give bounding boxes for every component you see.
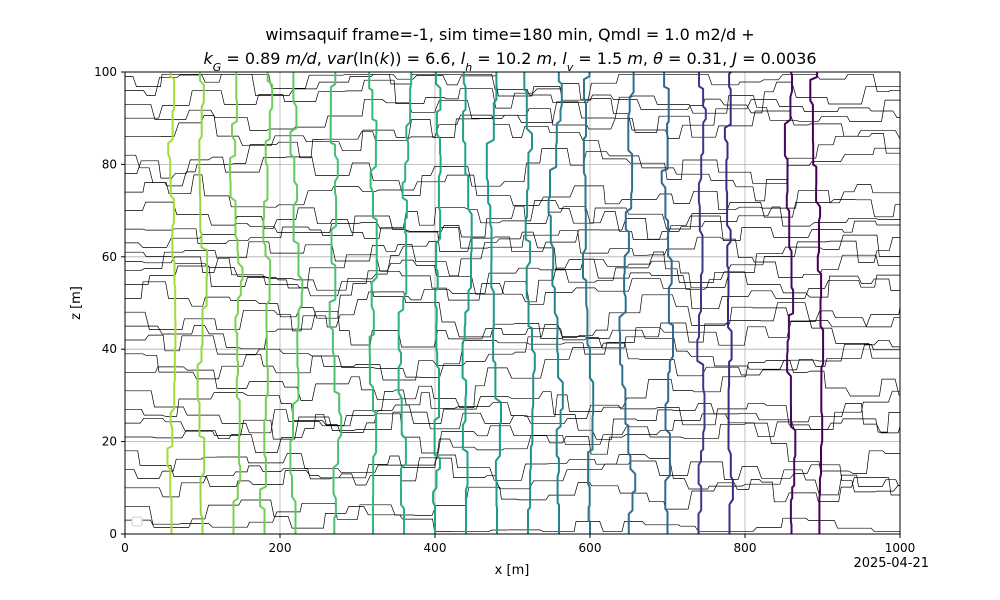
head-contour-line [723,71,734,534]
head-contour-line [660,72,674,534]
streamline [125,114,900,187]
streamline [125,403,901,455]
title-kg-value: = 0.89 [221,49,285,68]
streamline [125,422,900,487]
streamline [125,320,900,378]
y-tick-label: 0 [109,527,117,541]
head-contour-line [196,72,209,534]
x-tick-label: 1000 [885,541,916,555]
plot-background [125,72,900,534]
head-contour-line [547,72,564,534]
streamline [125,231,900,290]
y-tick-label: 80 [102,157,117,171]
head-contour-line [582,72,595,534]
head-contours-group [166,71,825,534]
y-axis-label: z [m] [69,286,84,320]
chart-title-line1: wimsaquif frame=-1, sim time=180 min, Qm… [265,25,754,44]
head-contour-line [485,72,502,534]
streamline [125,79,900,139]
title-kg-symbol: k [203,49,213,68]
date-stamp: 2025-04-21 [853,556,929,571]
streamline [125,324,900,381]
x-tick-label: 800 [734,541,757,555]
streamline [125,73,900,104]
streamline [125,306,900,350]
head-contour-line [696,72,707,534]
y-tick-label: 20 [102,435,117,449]
y-axis-ticks: 0 20 40 60 80 100 [94,65,125,541]
streamline [125,453,900,496]
plot-area [124,71,901,535]
streamline [125,259,900,319]
y-tick-label: 100 [94,65,117,79]
streamline [125,95,900,131]
head-contour-line [461,72,473,534]
streamline [125,339,900,408]
streamline [125,454,900,498]
head-contour-line [289,72,304,534]
head-contour-line [328,72,343,534]
head-contour-line [229,72,244,534]
head-contour-line [397,72,413,534]
title-kg-subscript: G [213,61,222,74]
streamline [125,477,900,528]
streamline [125,205,900,244]
streamline [125,147,900,202]
head-contour-line [523,72,536,534]
x-axis-ticks: 0 200 400 600 800 1000 [121,534,915,555]
streamline [125,199,900,239]
y-tick-label: 40 [102,342,117,356]
x-tick-label: 400 [424,541,447,555]
head-contour-line [432,72,442,534]
head-contour-line [259,72,274,534]
head-contour-line [618,72,637,534]
streamline [125,227,900,291]
x-tick-label: 600 [579,541,602,555]
plot-frame [124,71,901,535]
chart-title-line2: kG = 0.89 m/d, var(ln(k)) = 6.6, lh = 10… [203,49,816,74]
head-contour-line [809,72,825,534]
streamline [125,391,900,440]
streamline [125,360,900,434]
streamlines-group [125,73,901,533]
head-contour-line [368,72,378,534]
legend-box [131,516,143,527]
streamline [125,499,900,533]
streamline [125,215,900,253]
x-axis-label: x [m] [495,563,530,578]
head-contour-line [166,72,177,534]
x-tick-label: 0 [121,541,129,555]
head-contour-line [783,71,797,534]
y-tick-label: 60 [102,250,117,264]
x-tick-label: 200 [269,541,292,555]
